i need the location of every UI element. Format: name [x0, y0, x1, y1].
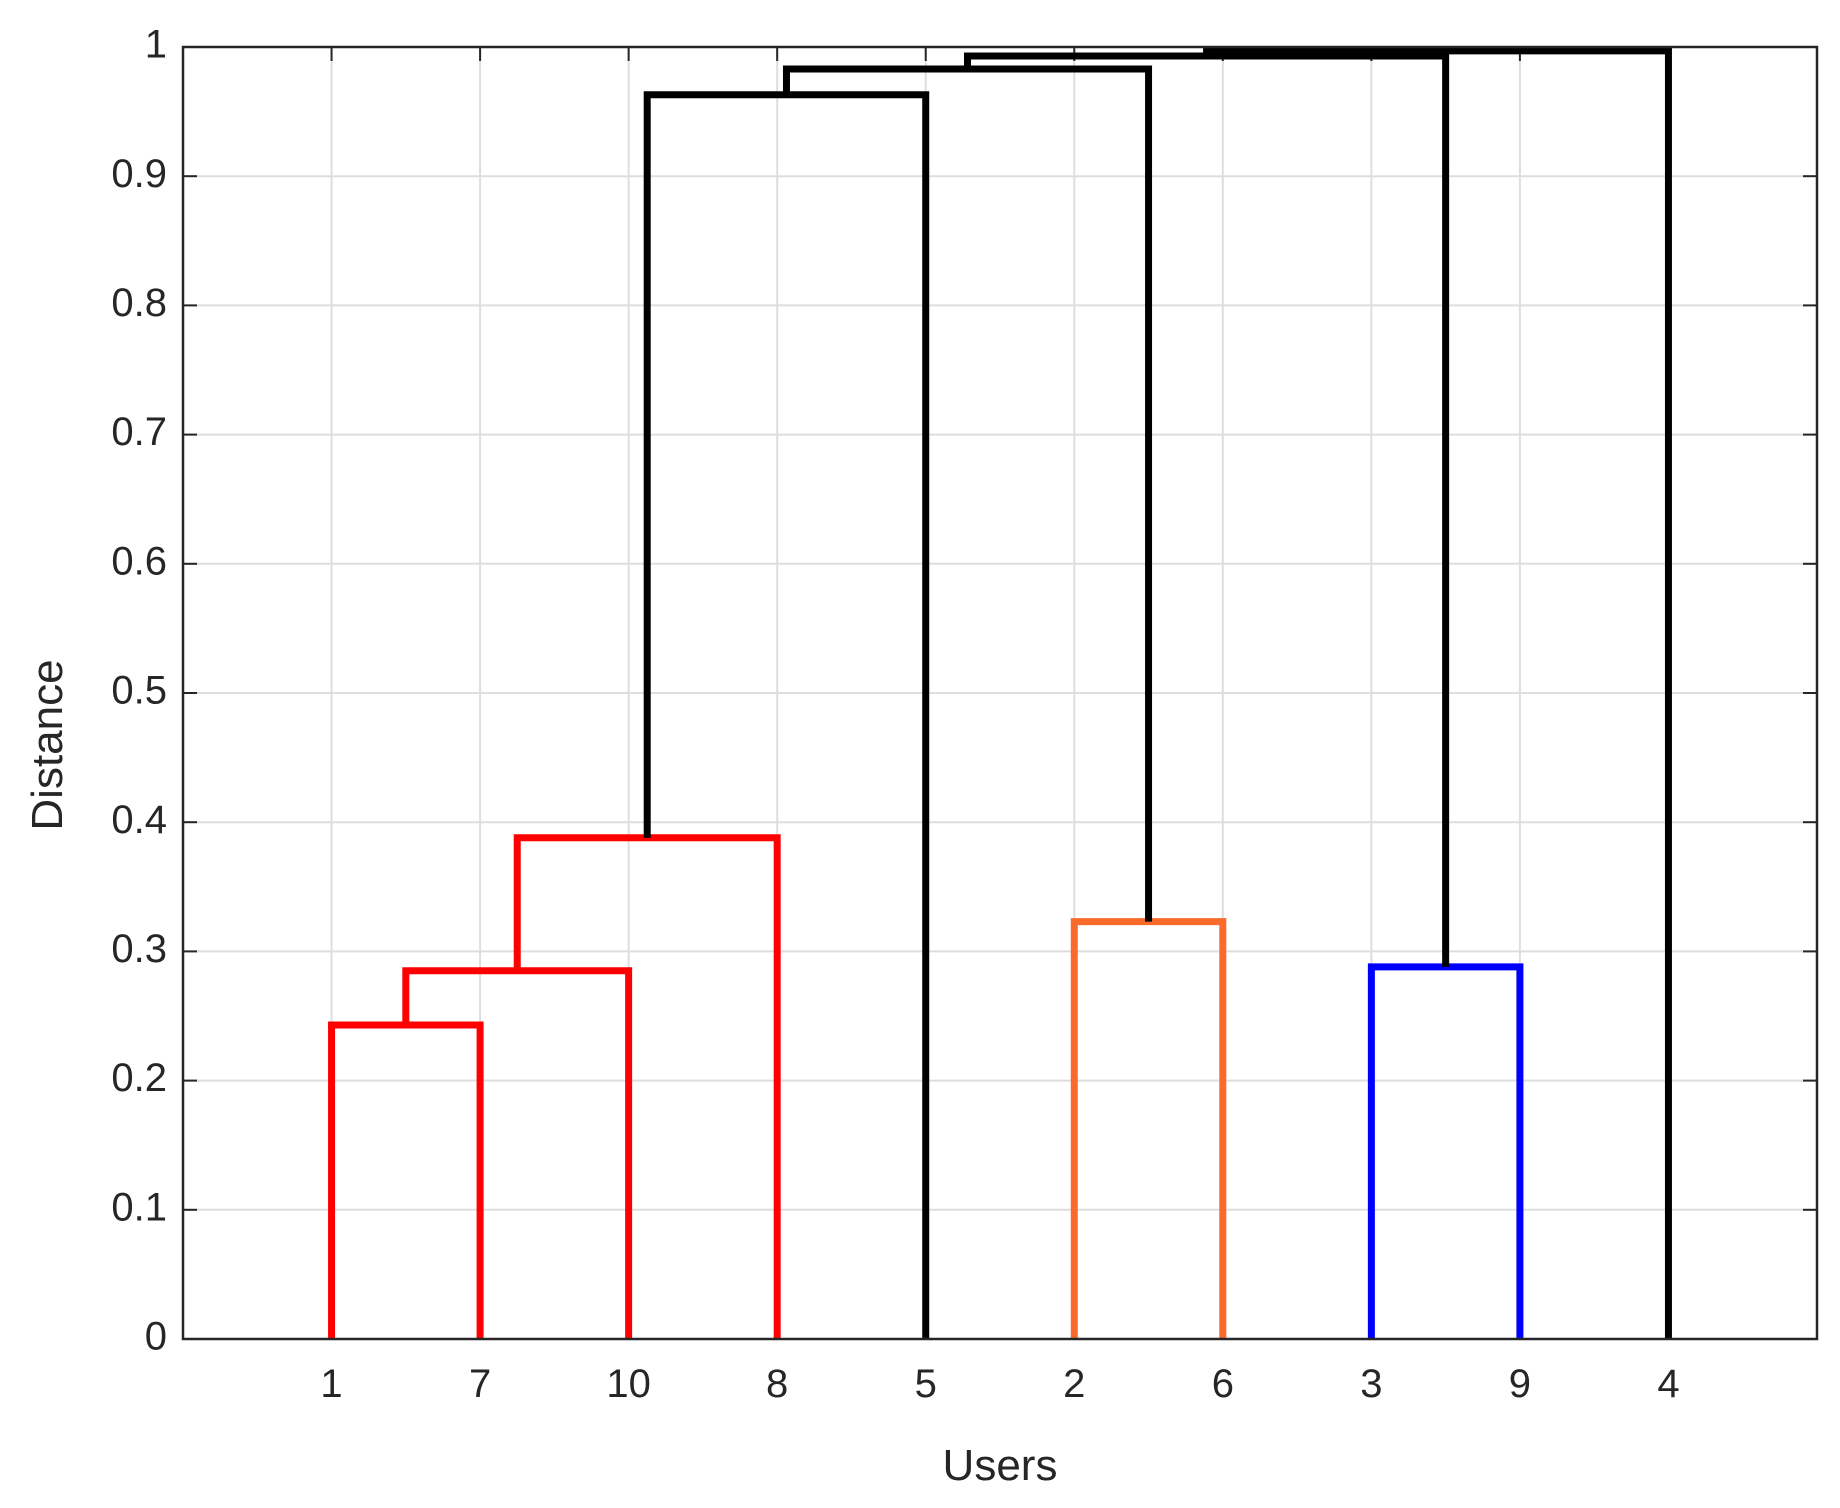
dendrogram-link — [513, 834, 781, 1339]
x-tick-label: 2 — [1063, 1362, 1085, 1406]
dendrogram-link — [1070, 918, 1227, 1339]
plot-frame — [181, 45, 1819, 1341]
y-tick-label: 0.3 — [111, 927, 167, 971]
x-tick-label: 6 — [1212, 1362, 1234, 1406]
x-tick-label: 1 — [320, 1362, 342, 1406]
y-tick-label: 0.8 — [111, 281, 167, 325]
x-tick-label: 10 — [606, 1362, 651, 1406]
y-tick-label: 0.7 — [111, 410, 167, 454]
dendrogram-link — [643, 91, 930, 1339]
dendrogram-link — [1367, 963, 1524, 1339]
x-axis-label: Users — [943, 1441, 1058, 1490]
y-tick-label: 0 — [145, 1315, 167, 1359]
y-axis-label: Distance — [23, 659, 72, 830]
dendrogram-link — [328, 1021, 484, 1339]
dendrogram-link — [782, 65, 1153, 922]
y-tick-label: 1 — [145, 23, 167, 67]
dendrogram-link — [1203, 47, 1672, 1339]
x-tick-label: 8 — [766, 1362, 788, 1406]
y-tick-label: 0.5 — [111, 669, 167, 713]
x-tick-label: 5 — [915, 1362, 937, 1406]
y-tick-label: 0.2 — [111, 1056, 167, 1100]
y-tick-label: 0.4 — [111, 798, 167, 842]
x-tick-label: 9 — [1509, 1362, 1531, 1406]
y-tick-label: 0.6 — [111, 539, 167, 583]
y-tick-label: 0.1 — [111, 1185, 167, 1229]
x-tick-label: 3 — [1360, 1362, 1382, 1406]
dendrogram-link — [964, 52, 1450, 967]
x-tick-label: 4 — [1657, 1362, 1679, 1406]
y-tick-label: 0.9 — [111, 152, 167, 196]
x-tick-label: 7 — [469, 1362, 491, 1406]
